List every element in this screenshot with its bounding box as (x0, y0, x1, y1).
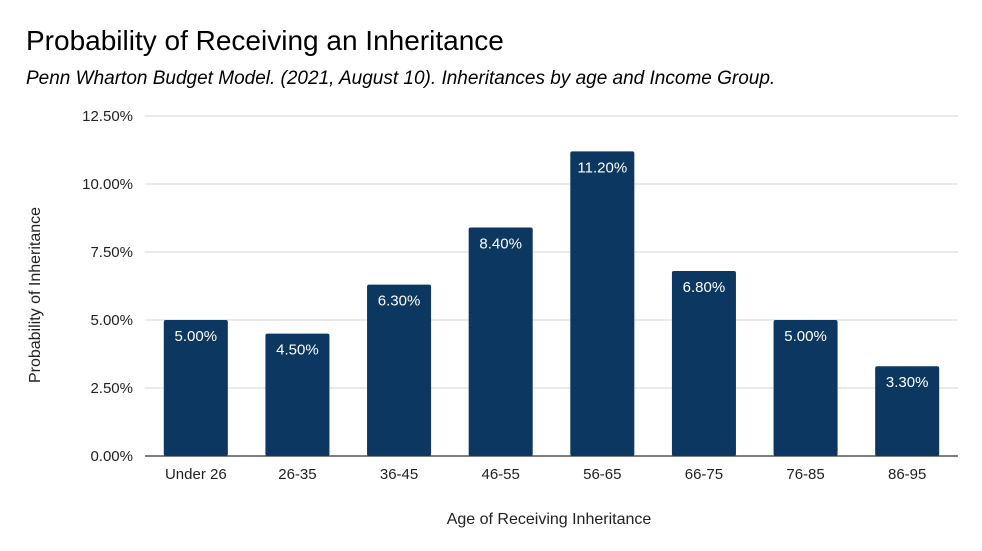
y-axis-ticks: 0.00% 2.50% 5.00% 7.50% 10.00% 12.50% (82, 108, 133, 465)
bar (773, 320, 838, 456)
x-tick-label: 56-65 (583, 466, 621, 483)
x-tick-label: Under 26 (165, 466, 227, 483)
data-label: 8.40% (479, 236, 522, 253)
x-tick-label: 76-85 (786, 466, 824, 483)
bar (265, 333, 330, 456)
chart-subtitle: Penn Wharton Budget Model. (2021, August… (26, 68, 775, 89)
y-tick-label: 10.00% (82, 176, 133, 193)
data-label: 6.80% (683, 279, 726, 296)
x-tick-label: 36-45 (380, 466, 418, 483)
data-label: 5.00% (784, 328, 827, 345)
y-tick-label: 12.50% (82, 108, 133, 125)
y-tick-label: 2.50% (90, 380, 133, 397)
data-label: 6.30% (378, 293, 421, 310)
x-axis-title: Age of Receiving Inheritance (447, 511, 652, 528)
y-axis-title: Probability of Inheritance (27, 207, 44, 383)
bar (671, 271, 736, 456)
data-label: 5.00% (175, 328, 218, 345)
x-tick-label: 26-35 (278, 466, 316, 483)
x-tick-label: 66-75 (685, 466, 723, 483)
y-tick-label: 0.00% (90, 448, 133, 465)
chart-title: Probability of Receiving an Inheritance (26, 25, 504, 56)
bar (570, 151, 635, 457)
x-axis-ticks: Under 26 26-35 36-45 46-55 56-65 66-75 76-85 86… (165, 466, 926, 483)
bar (367, 284, 432, 456)
x-tick-label: 46-55 (482, 466, 520, 483)
data-label: 4.50% (276, 342, 319, 359)
data-label: 11.20% (577, 159, 627, 176)
bar (468, 227, 533, 456)
data-label: 3.30% (886, 374, 929, 391)
y-tick-label: 7.50% (90, 244, 133, 261)
x-tick-label: 86-95 (888, 466, 926, 483)
bar (163, 320, 228, 456)
bars: 5.00% 4.50% 6.30% 8.40% 11.20% 6.80% 5.00% 3.30… (163, 151, 940, 457)
bar (875, 366, 940, 456)
y-tick-label: 5.00% (90, 312, 133, 329)
